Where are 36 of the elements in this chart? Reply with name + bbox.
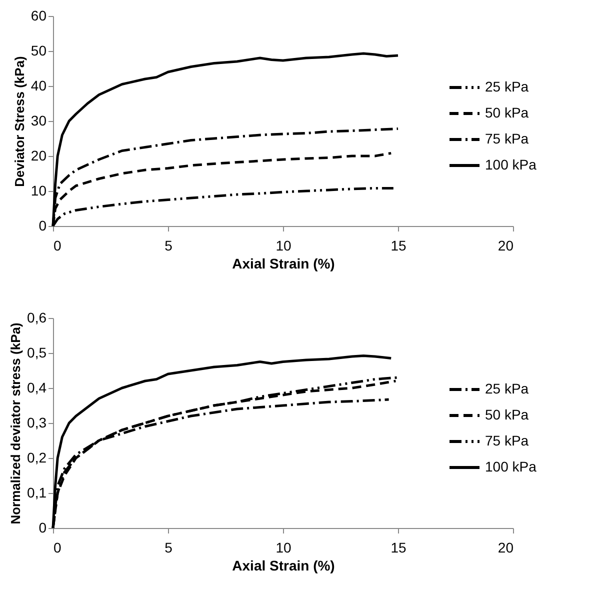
legend-label: 100 kPa — [485, 458, 537, 474]
legend-label: 25 kPa — [485, 78, 529, 94]
y-tick-label: 0,4 — [27, 380, 47, 396]
y-tick-label: 0,6 — [27, 310, 47, 326]
legend-label: 50 kPa — [485, 406, 529, 422]
y-tick-label: 0,1 — [27, 484, 47, 500]
x-tick-label: 5 — [164, 238, 173, 254]
y-tick-label: 50 — [30, 42, 47, 58]
x-axis-title: Axial Strain (%) — [232, 558, 335, 574]
y-tick-label: 0,3 — [27, 414, 47, 430]
x-tick-label: 0 — [54, 238, 62, 254]
x-tick-label: 10 — [276, 238, 292, 254]
legend-label: 75 kPa — [485, 130, 529, 146]
legend-label: 50 kPa — [485, 104, 529, 120]
y-tick-label: 20 — [30, 148, 47, 164]
y-axis-title: Deviator Stress (kPa) — [12, 56, 27, 187]
y-tick-label: 0,5 — [27, 344, 47, 360]
legend-label: 25 kPa — [485, 380, 529, 396]
x-tick-label: 15 — [390, 540, 406, 556]
y-tick-label: 0 — [38, 218, 47, 234]
y-tick-label: 0 — [38, 520, 47, 536]
x-axis-title: Axial Strain (%) — [232, 256, 335, 272]
legend-label: 75 kPa — [485, 432, 529, 448]
y-tick-label: 0,2 — [27, 450, 47, 466]
y-tick-label: 60 — [30, 8, 47, 24]
y-tick-label: 30 — [30, 112, 47, 128]
x-tick-label: 20 — [498, 238, 514, 254]
y-tick-label: 10 — [30, 182, 47, 198]
x-tick-label: 20 — [498, 540, 514, 556]
x-tick-label: 10 — [276, 540, 292, 556]
y-tick-label: 40 — [30, 78, 47, 94]
y-axis-title: Normalized deviator stress (kPa) — [8, 322, 24, 524]
x-tick-label: 15 — [390, 238, 406, 254]
legend-label: 100 kPa — [485, 156, 537, 172]
x-tick-label: 0 — [54, 540, 62, 556]
x-tick-label: 5 — [164, 540, 173, 556]
